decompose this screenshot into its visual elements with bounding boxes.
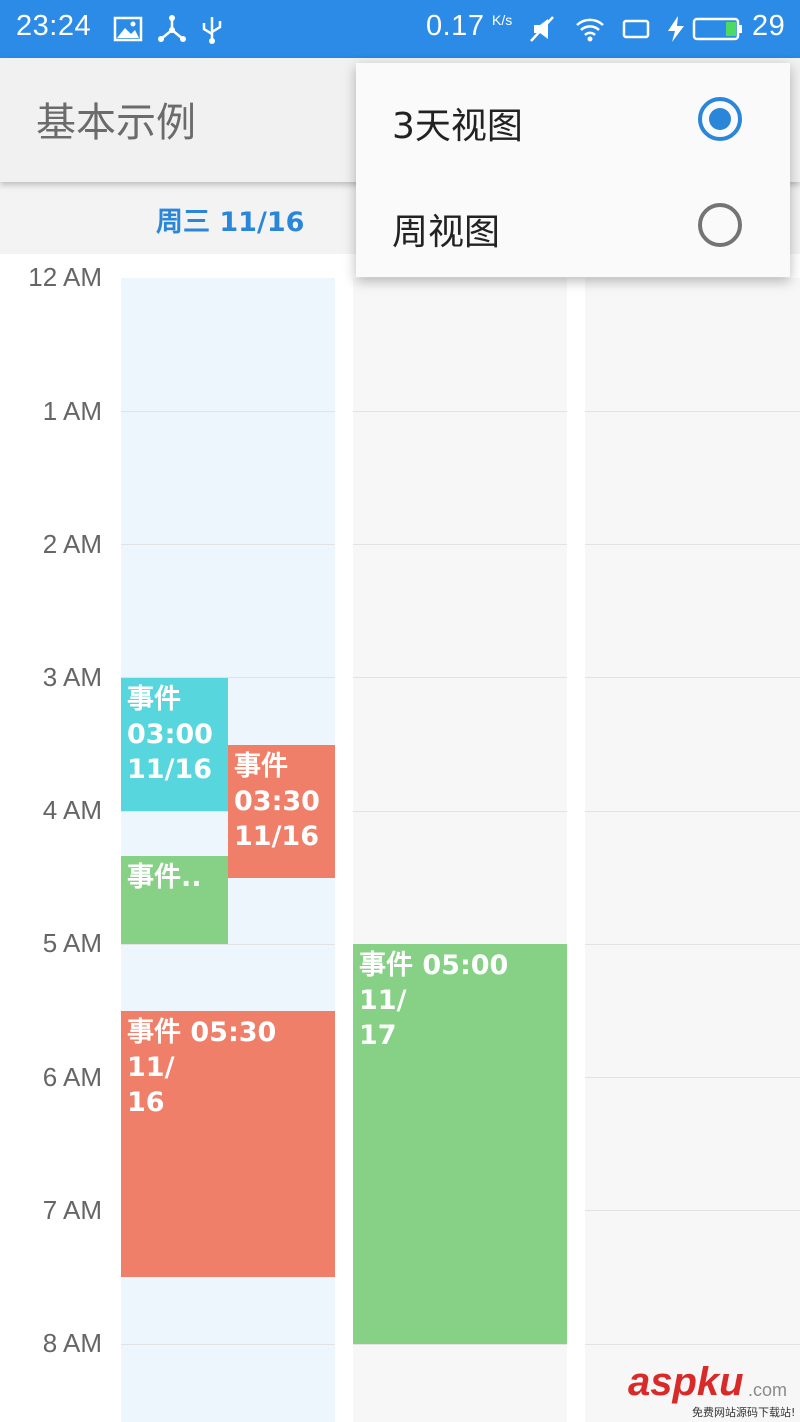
hour-line	[353, 811, 567, 812]
event-block[interactable]: 事件..	[121, 856, 228, 944]
hour-label: 4 AM	[42, 795, 102, 825]
event-date: 11/16	[234, 821, 320, 852]
hour-line	[585, 1077, 800, 1078]
hour-line	[585, 677, 800, 678]
hour-line	[121, 1344, 335, 1345]
event-date: 11/16	[127, 754, 213, 785]
hour-line	[585, 1210, 800, 1211]
hour-line	[585, 811, 800, 812]
event-block[interactable]: 事件 03:00 11/16	[121, 678, 228, 811]
hour-label: 2 AM	[42, 529, 102, 559]
wifi-icon	[576, 18, 604, 42]
event-date: 16	[127, 1087, 165, 1118]
watermark-logo: aspku .com 免费网站源码下载站!	[628, 1360, 798, 1420]
hour-line	[353, 1344, 567, 1345]
hour-label: 6 AM	[42, 1062, 102, 1092]
event-title: 事件	[127, 684, 181, 715]
menu-item-week-view[interactable]: 周视图	[356, 171, 790, 277]
view-mode-menu: 3天视图 周视图	[356, 63, 790, 277]
hour-label: 12 AM	[28, 262, 102, 292]
image-icon	[113, 16, 143, 42]
event-title: 事件 05:30 11/	[127, 1017, 277, 1083]
share-icon	[158, 15, 186, 42]
hour-label: 3 AM	[42, 662, 102, 692]
charging-icon	[668, 16, 684, 42]
watermark-domain: .com	[748, 1380, 788, 1400]
hour-line	[121, 544, 335, 545]
hour-line	[353, 677, 567, 678]
hour-line	[121, 944, 335, 945]
menu-item-label: 3天视图	[392, 106, 523, 147]
watermark-subtitle: 免费网站源码下载站!	[692, 1406, 796, 1419]
hour-label: 8 AM	[42, 1328, 102, 1358]
calendar-grid[interactable]: 12 AM 1 AM 2 AM 3 AM 4 AM 5 AM 6 AM 7 AM…	[0, 254, 800, 1422]
hour-line	[353, 411, 567, 412]
net-speed: 0.17	[426, 10, 485, 42]
menu-item-3-day-view[interactable]: 3天视图	[356, 65, 790, 171]
radio-checked-icon[interactable]	[698, 97, 742, 141]
watermark-main: aspku	[628, 1360, 744, 1404]
hour-line	[585, 544, 800, 545]
hour-line	[585, 1344, 800, 1345]
radio-unchecked-icon[interactable]	[698, 203, 742, 247]
event-date: 17	[359, 1020, 397, 1051]
net-unit: K/s	[492, 12, 513, 28]
usb-icon	[202, 17, 222, 44]
page-title: 基本示例	[36, 100, 196, 146]
event-title: 事件 05:00 11/	[359, 950, 509, 1016]
menu-item-label: 周视图	[392, 212, 501, 253]
mute-icon	[530, 16, 554, 42]
battery-icon	[692, 17, 742, 41]
event-time: 03:30	[234, 786, 320, 817]
hour-label: 1 AM	[42, 396, 102, 426]
event-block[interactable]: 事件 05:00 11/ 17	[353, 944, 567, 1344]
event-block[interactable]: 事件 03:30 11/16	[228, 745, 335, 878]
status-bar: 23:24 0.17 K/s 29	[0, 0, 800, 58]
hour-line	[353, 544, 567, 545]
hour-line	[121, 677, 335, 678]
hour-label: 7 AM	[42, 1195, 102, 1225]
battery-level: 29	[752, 10, 786, 42]
day-column[interactable]	[585, 278, 800, 1422]
event-time: 03:00	[127, 719, 213, 750]
day-header-today[interactable]: 周三 11/16	[156, 207, 305, 238]
screen-icon	[622, 19, 650, 39]
hour-line	[585, 411, 800, 412]
hour-line	[585, 944, 800, 945]
event-title: 事件	[234, 751, 288, 782]
hour-line	[121, 411, 335, 412]
event-title: 事件..	[127, 862, 202, 893]
hour-label: 5 AM	[42, 928, 102, 958]
event-block[interactable]: 事件 05:30 11/ 16	[121, 1011, 335, 1277]
status-time: 23:24	[16, 10, 92, 42]
